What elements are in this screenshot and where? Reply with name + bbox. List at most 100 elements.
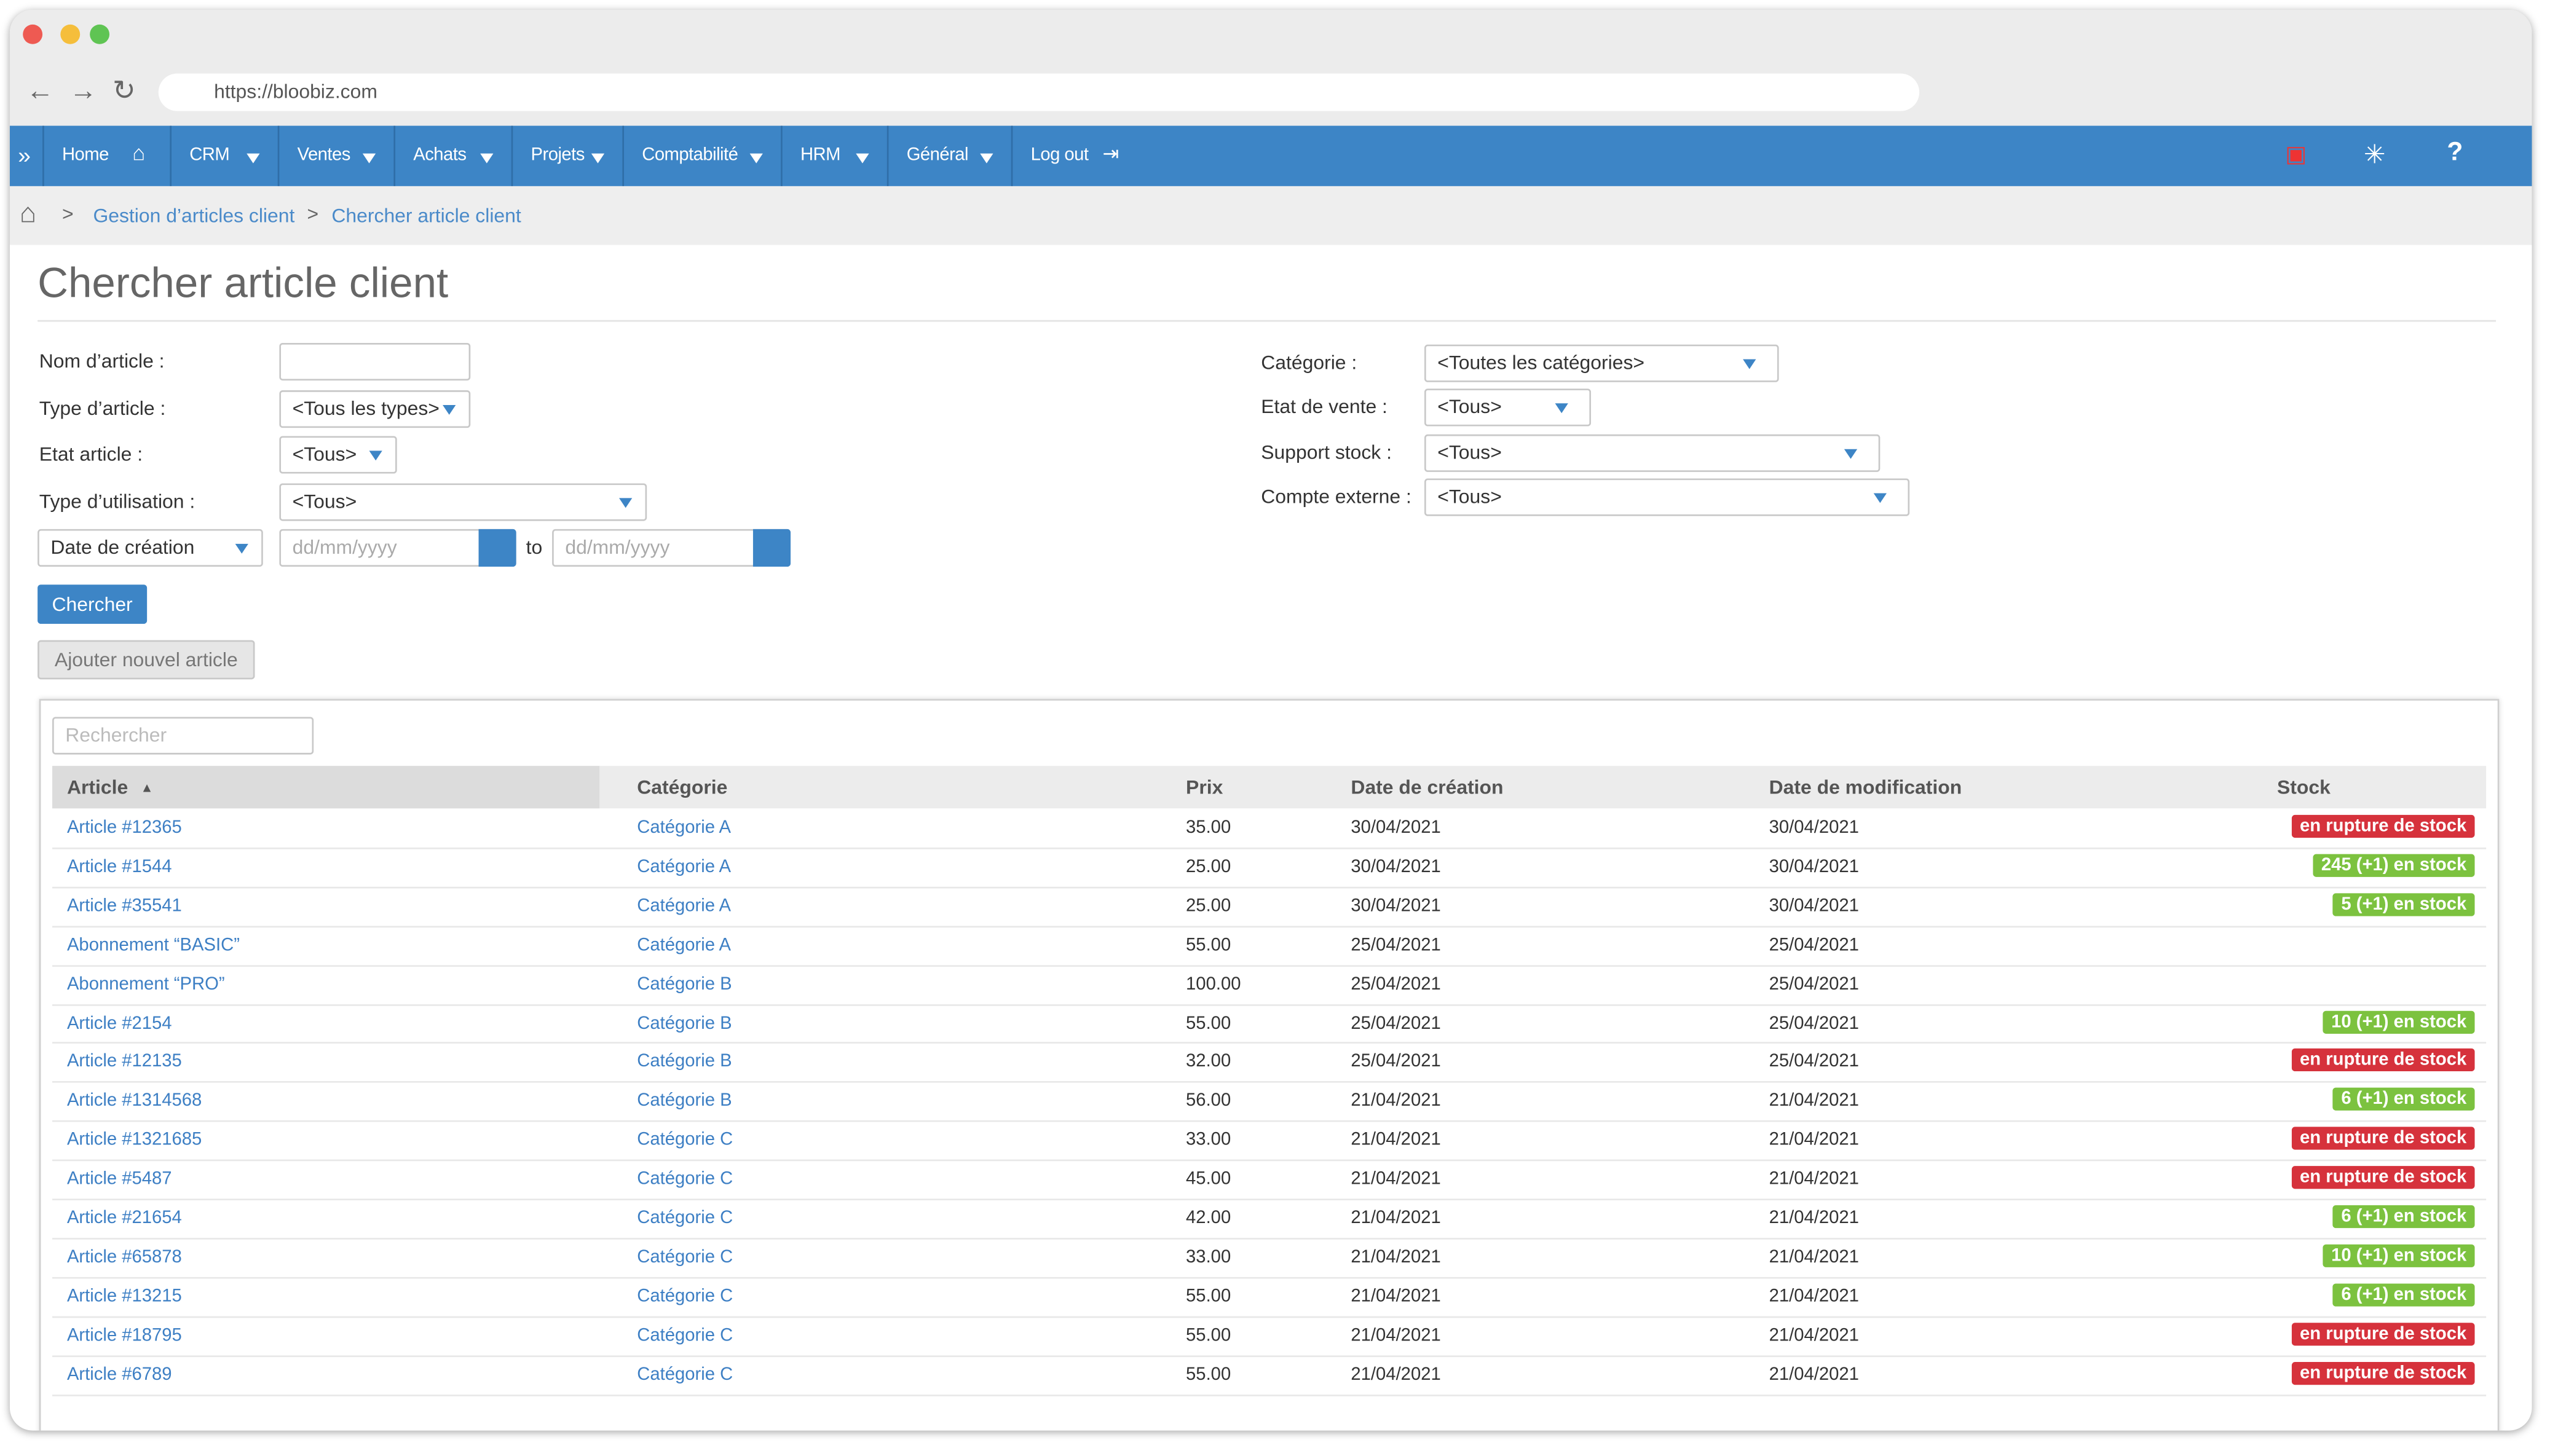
logout-icon[interactable]: ⇥ — [1102, 142, 1119, 165]
stock-badge: 5 (+1) en stock — [2333, 892, 2475, 916]
table-cell: 21/04/2021 — [1769, 1325, 1859, 1345]
row-border — [52, 1198, 2487, 1200]
select[interactable]: <Tous les types> — [279, 390, 471, 428]
table-link[interactable]: Article #2154 — [66, 1013, 172, 1033]
table-link[interactable]: Catégorie B — [637, 1052, 732, 1072]
table-link[interactable]: Catégorie B — [637, 974, 732, 994]
table-link[interactable]: Article #6789 — [66, 1364, 172, 1385]
address-bar[interactable]: https://bloobiz.com — [158, 73, 1920, 111]
table-link[interactable]: Article #1314568 — [66, 1091, 202, 1111]
dropdown-arrow — [1555, 403, 1568, 414]
nav-item[interactable]: Achats — [413, 145, 467, 165]
home-icon[interactable]: ⌂ — [132, 140, 146, 165]
table-link[interactable]: Article #5487 — [66, 1169, 172, 1189]
breadcrumb-link[interactable]: Gestion d’articles client — [93, 204, 295, 227]
table-search[interactable]: Rechercher — [52, 717, 314, 755]
table-link[interactable]: Catégorie A — [637, 857, 732, 877]
table-link[interactable]: Catégorie B — [637, 1091, 732, 1111]
field-label: Compte externe : — [1261, 485, 1411, 508]
date-input[interactable]: dd/mm/yyyy — [279, 529, 516, 567]
select[interactable]: <Tous> — [279, 483, 647, 521]
table-link[interactable]: Article #1321685 — [66, 1130, 202, 1151]
table-link[interactable]: Article #12365 — [66, 818, 182, 838]
row-border — [52, 1277, 2487, 1278]
table-cell: 21/04/2021 — [1769, 1364, 1859, 1385]
magic-icon[interactable]: ✳ — [2363, 142, 2386, 170]
row-border — [52, 1237, 2487, 1240]
stock-badge: 10 (+1) en stock — [2323, 1244, 2475, 1267]
table-link[interactable]: Catégorie C — [637, 1364, 733, 1385]
column-header[interactable]: Article — [66, 776, 128, 799]
nav-item[interactable]: Ventes — [297, 145, 351, 165]
select[interactable]: <Tous> — [279, 436, 397, 474]
table-link[interactable]: Catégorie A — [637, 935, 732, 955]
min-dot[interactable] — [60, 24, 81, 44]
calendar-button[interactable] — [478, 529, 516, 567]
table-cell: 25/04/2021 — [1769, 1013, 1859, 1033]
add-button[interactable]: Ajouter nouvel article — [38, 640, 255, 680]
nav-separator — [170, 125, 172, 186]
nav-item[interactable]: CRM — [189, 145, 230, 165]
divider — [38, 320, 2497, 322]
dropdown-arrow — [980, 153, 993, 163]
table-link[interactable]: Catégorie A — [637, 896, 732, 916]
column-header[interactable]: Date de modification — [1769, 776, 1962, 799]
text-input[interactable] — [279, 342, 471, 381]
table-link[interactable]: Catégorie C — [637, 1208, 733, 1229]
date-select[interactable]: Date de création — [38, 529, 263, 567]
table-cell: 21/04/2021 — [1351, 1325, 1441, 1345]
menu-toggle[interactable]: » — [18, 142, 31, 168]
nav-separator — [277, 125, 280, 186]
select[interactable]: <Tous> — [1424, 388, 1592, 427]
select[interactable]: <Tous> — [1424, 478, 1910, 516]
table-link[interactable]: Article #35541 — [66, 896, 182, 916]
nav-arrows[interactable]: ← → ↻ — [26, 75, 136, 106]
date-input[interactable]: dd/mm/yyyy — [552, 529, 791, 567]
table-link[interactable]: Article #65878 — [66, 1247, 182, 1267]
nav-item[interactable]: HRM — [800, 145, 841, 165]
search-button[interactable]: Chercher — [38, 584, 148, 624]
table-link[interactable]: Abonnement “BASIC” — [66, 935, 240, 955]
table-cell: 55.00 — [1186, 935, 1231, 955]
home-icon[interactable]: ⌂ — [19, 197, 37, 229]
table-link[interactable]: Article #21654 — [66, 1208, 182, 1229]
table-link[interactable]: Article #12135 — [66, 1052, 182, 1072]
table-link[interactable]: Catégorie C — [637, 1169, 733, 1189]
table-cell: 25/04/2021 — [1351, 935, 1441, 955]
select[interactable]: <Toutes les catégories> — [1424, 344, 1779, 382]
table-link[interactable]: Catégorie C — [637, 1286, 733, 1307]
table-link[interactable]: Catégorie A — [637, 818, 732, 838]
column-header[interactable]: Prix — [1186, 776, 1223, 799]
close-dot[interactable] — [23, 24, 43, 44]
nav-item[interactable]: Projets — [531, 145, 585, 165]
column-header[interactable]: Date de création — [1351, 776, 1504, 799]
max-dot[interactable] — [90, 24, 110, 44]
column-header[interactable]: Stock — [2276, 776, 2331, 799]
stock-badge: en rupture de stock — [2291, 1049, 2475, 1072]
table-cell: 21/04/2021 — [1769, 1286, 1859, 1307]
select[interactable]: <Tous> — [1424, 434, 1881, 472]
table-link[interactable]: Catégorie C — [637, 1130, 733, 1151]
nav-item[interactable]: Home — [61, 145, 109, 165]
calendar-button[interactable] — [752, 529, 791, 567]
nav-item[interactable]: Général — [906, 145, 969, 165]
table-link[interactable]: Article #13215 — [66, 1286, 182, 1307]
table-link[interactable]: Article #1544 — [66, 857, 172, 877]
nav-item[interactable]: Log out — [1030, 145, 1089, 165]
column-header[interactable]: Catégorie — [637, 776, 728, 799]
table-cell: 100.00 — [1186, 974, 1241, 994]
help-icon[interactable]: ? — [2447, 138, 2463, 167]
table-link[interactable]: Catégorie B — [637, 1013, 732, 1033]
table-link[interactable]: Catégorie C — [637, 1325, 733, 1345]
nav-item[interactable]: Comptabilité — [642, 145, 738, 165]
table-link[interactable]: Abonnement “PRO” — [66, 974, 225, 994]
table-link[interactable]: Article #18795 — [66, 1325, 182, 1345]
table-link[interactable]: Catégorie C — [637, 1247, 733, 1267]
row-border — [52, 1120, 2487, 1122]
record-icon[interactable]: ▣ — [2285, 140, 2307, 167]
breadcrumb-current[interactable]: Chercher article client — [331, 204, 521, 227]
table-cell: 30/04/2021 — [1351, 818, 1441, 838]
table-cell: 56.00 — [1186, 1091, 1231, 1111]
nav-separator — [511, 125, 513, 186]
dropdown-arrow — [369, 451, 382, 461]
